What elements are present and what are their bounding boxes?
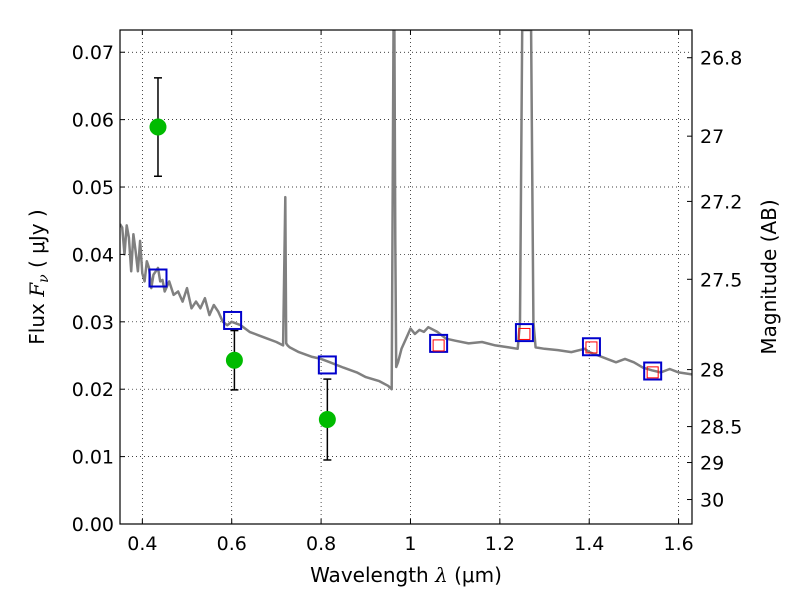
x-tick-label: 0.6 — [217, 533, 247, 555]
model-point — [581, 337, 601, 357]
y2-tick-label: 28 — [700, 360, 724, 382]
y2-tick-label: 26.8 — [700, 48, 742, 70]
y-tick-label: 0.05 — [72, 177, 114, 199]
y2-tick-label: 27.2 — [700, 191, 742, 213]
y-axis-label: Flux Fν ( μJy ) — [25, 209, 52, 344]
y2-tick-label: 30 — [700, 490, 724, 512]
model-point — [514, 323, 534, 343]
y2-tick-label: 29 — [700, 453, 724, 475]
model-point — [429, 333, 449, 353]
model-point-inner — [432, 339, 445, 352]
y-tick-label: 0.01 — [72, 447, 114, 469]
model-point — [317, 355, 337, 375]
x-tick-label: 1.2 — [485, 533, 515, 555]
x-axis-label: Wavelength λ (μm) — [310, 563, 502, 587]
y-axis-label-unit: ( μJy ) — [25, 209, 49, 268]
model-point-inner — [585, 341, 598, 354]
ticks: 0.4 0.6 0.8 1 1.2 1.4 1.6 0.00 0.01 0.02 0.03 0.04 0… — [72, 30, 742, 555]
x-tick-label: 0.4 — [127, 533, 157, 555]
y-tick-label: 0.03 — [72, 312, 114, 334]
model-point-inner — [518, 327, 531, 340]
observed-point — [225, 351, 243, 369]
x-tick-label: 1 — [404, 533, 416, 555]
x-tick-label: 1.6 — [663, 533, 693, 555]
y-tick-label: 0.02 — [72, 379, 114, 401]
y-tick-label: 0.00 — [72, 514, 114, 536]
observed-point — [149, 118, 167, 136]
y-axis-label-subscript: ν — [36, 274, 52, 283]
observed-point — [318, 411, 336, 429]
y-tick-label: 0.04 — [72, 244, 114, 266]
model-point — [148, 268, 168, 288]
x-axis-label-symbol: λ — [434, 563, 448, 587]
y2-axis-label: Magnitude (AB) — [757, 199, 781, 354]
y2-tick-label: 27.5 — [700, 269, 742, 291]
model-point — [643, 361, 663, 381]
y-axis-label-symbol: F — [25, 282, 49, 298]
y-tick-label: 0.07 — [72, 42, 114, 64]
y-tick-label: 0.06 — [72, 110, 114, 132]
model-point — [223, 310, 243, 330]
data-layer — [120, 30, 692, 461]
x-tick-label: 0.8 — [306, 533, 336, 555]
y-axis-label-prefix: Flux — [25, 303, 49, 345]
y2-tick-label: 27 — [700, 126, 724, 148]
x-axis-label-unit: (μm) — [454, 563, 502, 587]
plot-area — [120, 30, 692, 461]
x-tick-label: 1.4 — [574, 533, 604, 555]
y2-tick-label: 28.5 — [700, 417, 742, 439]
model-point-inner — [646, 366, 659, 379]
plot-frame — [119, 29, 693, 525]
x-axis-label-prefix: Wavelength — [310, 563, 429, 587]
